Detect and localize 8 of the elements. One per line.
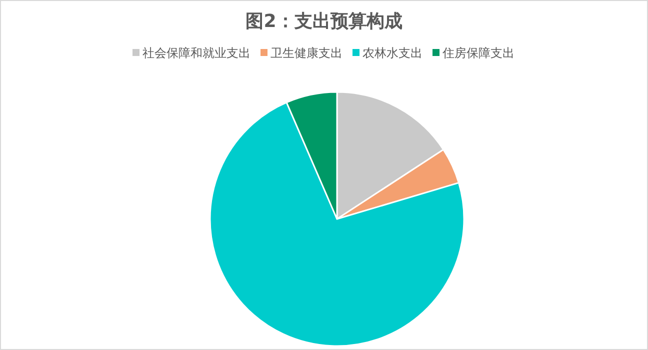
chart-title: 图2：支出预算构成 bbox=[246, 11, 402, 32]
legend-label: 农林水支出 bbox=[362, 46, 422, 60]
legend-label: 社会保障和就业支出 bbox=[142, 46, 250, 60]
pie-slice bbox=[336, 148, 460, 220]
pie-slice bbox=[286, 91, 338, 220]
legend-label: 住房保障支出 bbox=[442, 46, 514, 60]
legend-label: 卫生健康支出 bbox=[270, 46, 342, 60]
pie-slice bbox=[336, 91, 444, 220]
